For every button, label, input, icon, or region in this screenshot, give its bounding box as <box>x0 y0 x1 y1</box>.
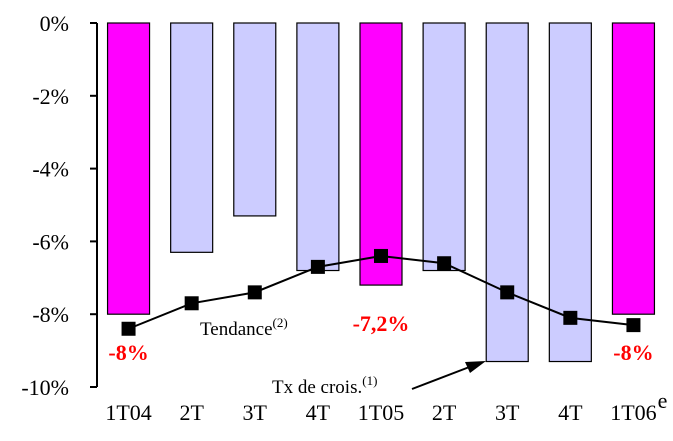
bar <box>170 22 214 253</box>
growth-annotation-arrowhead <box>465 361 486 373</box>
x-tick-label: 3T <box>243 400 268 425</box>
y-axis: 0% -2% -4% -6% -8% -10% <box>21 11 98 400</box>
growth-annotation-arrow <box>411 365 473 390</box>
bar <box>296 22 340 272</box>
trend-point <box>437 256 452 271</box>
x-axis: 1T04 2T 3T 4T 1T05 2T 3T 4T 1T06 e <box>105 388 667 425</box>
data-label: -8% <box>108 340 148 365</box>
x-tick-label: 2T <box>432 400 457 425</box>
y-tick-label: -4% <box>32 157 69 182</box>
growth-annotation-superscript: (1) <box>362 373 377 388</box>
x-tick-label-superscript: e <box>658 388 668 413</box>
bar <box>233 22 277 217</box>
growth-annotation-label: Tx de crois. <box>272 377 362 398</box>
x-tick-label: 2T <box>179 400 204 425</box>
bar <box>611 22 656 315</box>
data-label: -7,2% <box>353 311 410 336</box>
data-label: -8% <box>613 340 653 365</box>
trend-point <box>563 310 578 325</box>
y-tick-label: -6% <box>32 229 69 254</box>
trend-point <box>184 296 199 311</box>
x-tick-label: 4T <box>558 400 583 425</box>
bars <box>106 22 656 363</box>
growth-annotation: Tx de crois.(1) <box>272 373 377 398</box>
trend-annotation: Tendance(2) <box>200 315 288 340</box>
trend-annotation-label: Tendance <box>200 319 273 340</box>
trend-annotation-superscript: (2) <box>273 315 288 330</box>
bar <box>422 22 466 272</box>
trend-point <box>374 248 388 263</box>
y-tick-label: 0% <box>40 11 69 36</box>
trend-line <box>121 248 641 336</box>
trend-point <box>310 259 325 274</box>
x-tick-label: 1T06 <box>610 400 656 425</box>
data-labels: -8% -7,2% -8% <box>108 311 653 365</box>
bar <box>548 22 592 363</box>
x-tick-label: 4T <box>306 400 331 425</box>
y-tick-label: -2% <box>32 84 69 109</box>
trend-point <box>121 321 136 336</box>
trend-point <box>500 285 515 300</box>
x-tick-label: 3T <box>495 400 520 425</box>
x-tick-label: 1T04 <box>105 400 151 425</box>
y-tick-label: -8% <box>32 302 69 327</box>
bar <box>106 22 151 315</box>
y-tick-label: -10% <box>21 375 69 400</box>
bar <box>485 22 529 363</box>
trend-point <box>626 318 641 333</box>
trend-point <box>247 285 262 300</box>
bar <box>359 22 403 286</box>
x-tick-label: 1T05 <box>358 400 404 425</box>
